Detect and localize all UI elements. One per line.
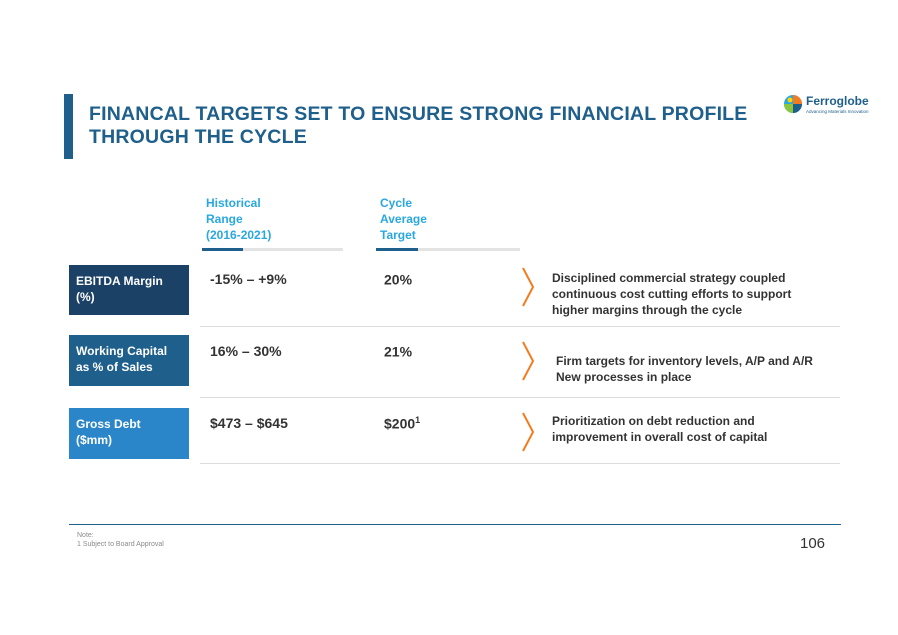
header-line: Target bbox=[380, 228, 416, 242]
description-ebitda: Disciplined commercial strategy coupled … bbox=[552, 270, 791, 318]
metric-line: Working Capital bbox=[76, 344, 168, 358]
historical-value-working-capital: 16% – 30% bbox=[210, 343, 282, 359]
metric-line: Gross Debt bbox=[76, 417, 141, 431]
row-divider bbox=[200, 326, 840, 327]
target-number: 21% bbox=[384, 343, 413, 360]
metric-line: (%) bbox=[76, 290, 95, 304]
description-line: Prioritization on debt reduction and bbox=[552, 414, 755, 428]
ferroglobe-logo: Ferroglobe Advancing Materials Innovatio… bbox=[783, 92, 873, 118]
historical-value-ebitda: -15% – +9% bbox=[210, 271, 287, 287]
header-line: Cycle bbox=[380, 196, 413, 210]
description-line: Disciplined commercial strategy coupled bbox=[552, 271, 786, 285]
metric-line: EBITDA Margin bbox=[76, 274, 163, 288]
logo-tagline: Advancing Materials Innovation bbox=[806, 109, 869, 114]
title-accent-bar bbox=[64, 94, 73, 159]
metric-label-ebitda: EBITDA Margin (%) bbox=[69, 265, 189, 315]
description-line: improvement in overall cost of capital bbox=[552, 430, 768, 444]
note-label: Note: bbox=[77, 532, 94, 539]
chevron-right-icon bbox=[522, 341, 535, 381]
row-divider bbox=[200, 463, 840, 464]
description-line: continuous cost cutting efforts to suppo… bbox=[552, 287, 792, 301]
page-title-line2: THROUGH THE CYCLE bbox=[89, 126, 307, 148]
footnote: Note: 1 Subject to Board Approval bbox=[77, 531, 164, 549]
target-value-ebitda: 20% bbox=[384, 271, 412, 288]
target-footnote: 1 bbox=[415, 415, 421, 425]
description-gross-debt: Prioritization on debt reduction and imp… bbox=[552, 413, 767, 445]
logo-wordmark: Ferroglobe bbox=[806, 94, 869, 108]
description-working-capital: Firm targets for inventory levels, A/P a… bbox=[556, 353, 813, 385]
target-number: $200 bbox=[384, 415, 416, 432]
historical-value-gross-debt: $473 – $645 bbox=[210, 415, 288, 431]
footer-divider bbox=[69, 524, 841, 525]
historical-range-header: Historical Range (2016-2021) bbox=[206, 195, 271, 243]
description-line: higher margins through the cycle bbox=[552, 303, 743, 317]
target-number: 20% bbox=[384, 271, 413, 288]
metric-label-working-capital: Working Capital as % of Sales bbox=[69, 335, 189, 386]
header-line: Historical bbox=[206, 196, 261, 210]
page-title: FINANCAL TARGETS SET TO ENSURE STRONG FI… bbox=[89, 103, 769, 149]
target-value-working-capital: 21% bbox=[384, 343, 412, 360]
ferroglobe-globe-icon bbox=[784, 95, 802, 113]
chevron-right-icon bbox=[522, 267, 535, 307]
description-line: New processes in place bbox=[556, 370, 692, 384]
cycle-header-underline bbox=[376, 248, 520, 251]
header-line: (2016-2021) bbox=[206, 228, 272, 242]
page-number: 106 bbox=[800, 535, 826, 552]
historical-header-underline bbox=[202, 248, 343, 251]
metric-label-gross-debt: Gross Debt ($mm) bbox=[69, 408, 189, 459]
chevron-right-icon bbox=[522, 412, 535, 452]
cycle-average-target-header: Cycle Average Target bbox=[380, 195, 427, 243]
row-divider bbox=[200, 397, 840, 398]
page-title-line1: FINANCAL TARGETS SET TO ENSURE STRONG FI… bbox=[89, 103, 748, 125]
target-value-gross-debt: $2001 bbox=[384, 415, 420, 432]
header-line: Average bbox=[380, 212, 427, 226]
description-line: Firm targets for inventory levels, A/P a… bbox=[556, 354, 813, 368]
metric-line: ($mm) bbox=[76, 433, 113, 447]
note-text: 1 Subject to Board Approval bbox=[77, 541, 164, 548]
header-line: Range bbox=[206, 212, 243, 226]
metric-line: as % of Sales bbox=[76, 360, 153, 374]
